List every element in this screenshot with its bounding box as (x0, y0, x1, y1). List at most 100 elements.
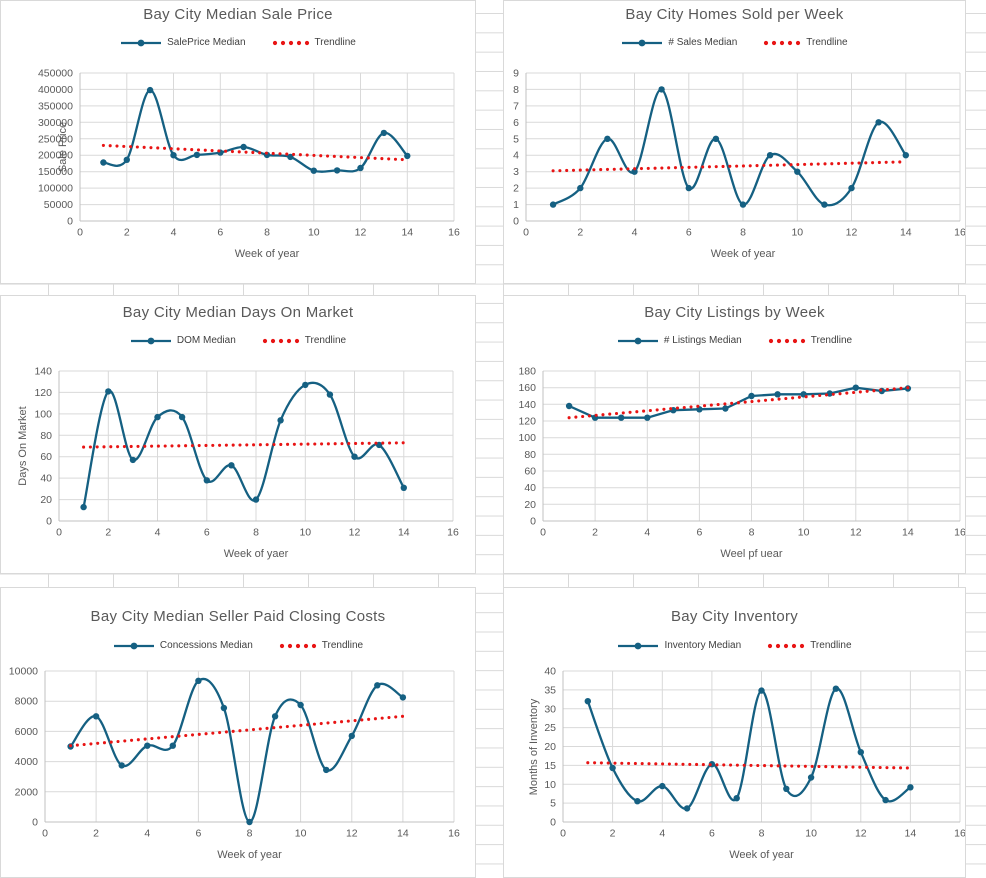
svg-text:10: 10 (295, 828, 307, 840)
chart-panel-inventory[interactable]: Bay City Inventory Inventory Median Tren… (503, 587, 966, 878)
plot-gridlines (45, 670, 455, 822)
trendline (69, 714, 405, 748)
legend-item-series: # Listings Median (617, 335, 742, 346)
svg-text:400000: 400000 (38, 84, 73, 96)
svg-text:10: 10 (791, 227, 803, 239)
svg-text:14: 14 (397, 828, 409, 840)
svg-text:16: 16 (954, 227, 965, 239)
svg-text:250000: 250000 (38, 133, 73, 145)
svg-text:0: 0 (32, 817, 38, 829)
svg-text:2000: 2000 (15, 786, 39, 798)
svg-text:0: 0 (560, 828, 566, 840)
svg-text:16: 16 (448, 828, 460, 840)
svg-text:20: 20 (524, 499, 536, 511)
chart-panel-homes-sold[interactable]: Bay City Homes Sold per Week # Sales Med… (503, 0, 966, 284)
chart-panel-closing-costs[interactable]: Bay City Median Seller Paid Closing Cost… (0, 587, 476, 878)
chart-panel-median-sale-price[interactable]: Bay City Median Sale Price SalePrice Med… (0, 0, 476, 284)
svg-text:5: 5 (513, 133, 519, 145)
series-line (103, 88, 409, 173)
svg-text:0: 0 (540, 527, 546, 539)
series-line (552, 88, 907, 207)
svg-text:4: 4 (659, 828, 665, 840)
svg-text:14: 14 (900, 227, 912, 239)
svg-text:16: 16 (447, 527, 459, 539)
x-axis-title: Week of year (710, 248, 776, 260)
svg-text:16: 16 (448, 227, 460, 239)
chart-legend: # Sales Median Trendline (504, 37, 965, 48)
svg-text:12: 12 (850, 527, 862, 539)
y-axis-title: Sale Price (57, 121, 69, 173)
svg-text:8: 8 (740, 227, 746, 239)
svg-text:2: 2 (93, 828, 99, 840)
svg-text:300000: 300000 (38, 117, 73, 129)
svg-text:12: 12 (355, 227, 367, 239)
chart-title: Bay City Median Sale Price (143, 6, 333, 23)
svg-text:40: 40 (544, 666, 556, 678)
svg-text:8: 8 (749, 527, 755, 539)
svg-text:0: 0 (530, 516, 536, 528)
svg-text:160: 160 (518, 382, 536, 394)
svg-text:6: 6 (696, 527, 702, 539)
legend-label-series: # Sales Median (668, 37, 738, 48)
legend-label-series: Inventory Median (664, 640, 742, 651)
svg-text:6: 6 (513, 117, 519, 129)
axis-lines (58, 371, 453, 522)
chart-title: Bay City Median Days On Market (122, 304, 354, 321)
svg-text:0: 0 (550, 817, 556, 829)
svg-text:7: 7 (513, 100, 519, 112)
legend-label-trendline: Trendline (314, 37, 356, 48)
trendline-dots-sample-icon (272, 40, 309, 45)
svg-text:6: 6 (195, 828, 201, 840)
svg-text:10: 10 (798, 527, 810, 539)
series-line-sample-icon (130, 337, 171, 344)
svg-text:4: 4 (632, 227, 638, 239)
chart-legend: SalePrice Median Trendline (1, 37, 475, 48)
svg-text:140: 140 (518, 399, 536, 411)
svg-text:14: 14 (902, 527, 914, 539)
svg-text:6: 6 (217, 227, 223, 239)
trendline-dots-sample-icon (262, 338, 299, 343)
y-axis-ticks: 0 2000 4000 6000 8000 10000 (9, 666, 38, 829)
chart-title: Bay City Homes Sold per Week (625, 6, 844, 23)
y-axis-ticks: 0 20 40 60 80 100 120 140 160 180 (518, 366, 536, 528)
legend-item-trendline: Trendline (262, 335, 346, 346)
svg-text:40: 40 (40, 473, 52, 485)
legend-item-series: Concessions Median (113, 640, 253, 651)
svg-text:4: 4 (644, 527, 650, 539)
plot-area: 0 50000 100000 150000 200000 250000 300000 3500… (38, 68, 460, 239)
legend-item-series: Inventory Median (617, 640, 741, 651)
svg-text:150000: 150000 (38, 166, 73, 178)
series-markers (584, 685, 914, 812)
svg-text:120: 120 (518, 416, 536, 428)
svg-text:12: 12 (855, 828, 867, 840)
svg-text:8: 8 (253, 527, 259, 539)
x-axis-ticks: 0 2 4 6 8 10 12 14 16 (560, 828, 965, 840)
svg-text:10000: 10000 (9, 666, 38, 678)
chart-panel-days-on-market[interactable]: Bay City Median Days On Market DOM Media… (0, 295, 476, 574)
plot-area: 0 5 10 15 20 25 30 35 40 0 2 4 6 8 10 12 14 16 (544, 666, 965, 840)
series-line-sample-icon (617, 337, 658, 344)
series-markers (67, 677, 407, 826)
svg-text:2: 2 (105, 527, 111, 539)
svg-text:350000: 350000 (38, 100, 73, 112)
x-axis-title: Week of yaer (223, 548, 289, 560)
chart-legend: DOM Median Trendline (1, 335, 475, 346)
legend-item-series: SalePrice Median (120, 37, 246, 48)
svg-text:20: 20 (40, 494, 52, 506)
svg-text:0: 0 (46, 516, 52, 528)
series-line (82, 381, 405, 508)
svg-text:20: 20 (544, 741, 556, 753)
y-axis-title: Days On Market (17, 406, 29, 486)
series-line-sample-icon (622, 39, 663, 46)
legend-item-trendline: Trendline (768, 335, 852, 346)
legend-label-trendline: Trendline (810, 640, 852, 651)
chart-panel-listings[interactable]: Bay City Listings by Week # Listings Med… (503, 295, 966, 574)
svg-text:6: 6 (204, 527, 210, 539)
svg-text:80: 80 (524, 449, 536, 461)
legend-label-series: Concessions Median (159, 640, 253, 651)
x-axis-title: Weel pf uear (720, 548, 783, 560)
svg-text:8: 8 (513, 84, 519, 96)
svg-text:140: 140 (34, 366, 52, 378)
legend-label-series: SalePrice Median (167, 37, 246, 48)
